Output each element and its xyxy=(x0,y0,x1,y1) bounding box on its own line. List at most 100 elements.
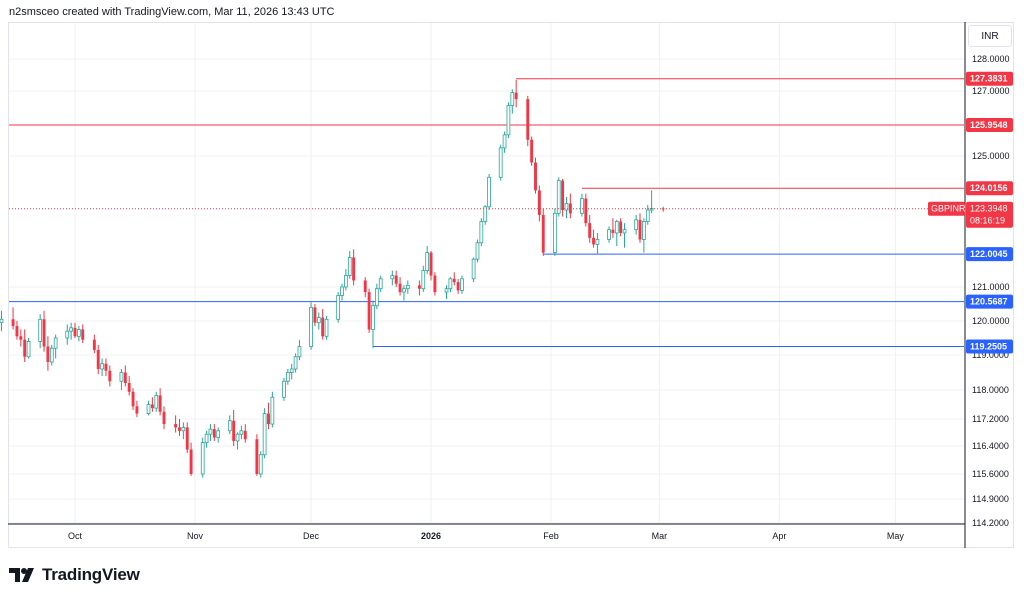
price-tick-label: 114.9000 xyxy=(972,494,1009,504)
candle-body xyxy=(0,318,4,324)
candle-body xyxy=(502,134,507,149)
candle xyxy=(185,422,189,453)
candle xyxy=(309,302,313,350)
currency-selector[interactable]: INR xyxy=(968,25,1012,47)
price-axis[interactable]: 128.0000 127.0000 125.0000 121.0000 120.0000… xyxy=(972,54,1010,528)
candle-body xyxy=(580,198,584,214)
level-price-label: 120.5687 xyxy=(970,297,1008,307)
time-tick-label: Feb xyxy=(543,531,559,541)
price-tick-label: 118.0000 xyxy=(972,385,1009,395)
candle-body xyxy=(46,346,50,362)
candle xyxy=(208,424,213,441)
candle xyxy=(541,208,545,256)
candle xyxy=(390,270,395,286)
candle xyxy=(77,326,81,342)
candle xyxy=(444,285,449,299)
time-tick-label: Mar xyxy=(652,531,668,541)
candle xyxy=(282,377,286,401)
symbol-name: GBPINR xyxy=(931,204,966,214)
candle xyxy=(92,334,96,354)
candle-body xyxy=(479,221,484,244)
candle-body xyxy=(232,420,236,441)
candle-body xyxy=(235,433,240,442)
time-tick-label: Dec xyxy=(303,531,320,541)
level-price-label: 127.3831 xyxy=(970,74,1008,84)
candle xyxy=(293,353,298,373)
chart-area[interactable] xyxy=(8,22,1014,548)
candle-body xyxy=(19,336,23,340)
candle xyxy=(204,430,209,448)
candle xyxy=(371,300,375,349)
level-labels: 127.3831 125.9548 124.0156 122.0045 120.5687… xyxy=(966,71,1013,354)
last-price-tag xyxy=(966,201,1013,228)
candle-body xyxy=(293,356,298,370)
candle-body xyxy=(204,433,209,444)
candle-body xyxy=(498,147,503,178)
candle-body xyxy=(363,280,367,293)
candle xyxy=(65,324,70,345)
bar-countdown: 08:16:19 xyxy=(970,216,1005,226)
candle xyxy=(49,344,54,366)
candle-body xyxy=(614,221,619,234)
time-tick-label: Apr xyxy=(772,531,786,541)
tradingview-brand[interactable]: TradingView xyxy=(9,565,140,585)
candle-body xyxy=(398,283,402,293)
candle xyxy=(146,400,151,416)
candle xyxy=(584,193,588,227)
level-price-label: 122.0045 xyxy=(970,249,1008,259)
candle xyxy=(11,307,15,330)
time-tick-label: Oct xyxy=(68,531,83,541)
candle-body xyxy=(456,282,460,291)
candle xyxy=(313,304,317,327)
price-tick-label: 125.0000 xyxy=(972,151,1010,161)
candle xyxy=(595,232,600,255)
time-tick-label: May xyxy=(887,531,905,541)
candle xyxy=(336,292,341,323)
candle xyxy=(316,312,321,330)
candle xyxy=(483,205,488,225)
candle xyxy=(429,250,433,281)
candle-body xyxy=(65,330,70,339)
candle xyxy=(642,218,646,253)
candle-body xyxy=(429,252,433,276)
candle-body xyxy=(282,380,286,398)
symbol-tag xyxy=(928,201,965,216)
candle-body xyxy=(344,275,348,288)
candle-body xyxy=(174,424,178,428)
candle xyxy=(537,185,541,222)
time-axis[interactable]: Oct Nov Dec 2026 Feb Mar Apr May xyxy=(68,531,904,541)
candle xyxy=(243,424,247,443)
candle-body xyxy=(394,275,398,284)
candle-body xyxy=(556,180,561,214)
candle xyxy=(135,400,139,418)
candle-body xyxy=(510,92,515,107)
candle xyxy=(23,329,27,362)
candle xyxy=(506,102,511,139)
candle xyxy=(530,136,534,166)
candle-body xyxy=(595,239,600,245)
candle xyxy=(421,265,426,293)
candle-body xyxy=(378,278,383,290)
candle-body xyxy=(38,318,43,342)
candle-body xyxy=(258,454,263,475)
candle-body xyxy=(178,427,181,431)
candle-body xyxy=(81,329,85,340)
candle-body xyxy=(460,278,464,291)
last-price-label: 123.3948 xyxy=(970,204,1008,214)
candle-body xyxy=(216,430,221,438)
candle xyxy=(216,427,221,443)
candle xyxy=(619,218,623,237)
candle-body xyxy=(11,319,15,327)
time-tick-label: Nov xyxy=(187,531,204,541)
candle-body xyxy=(321,317,325,337)
candle-body xyxy=(313,307,317,323)
candle xyxy=(212,424,216,441)
candle xyxy=(255,434,259,476)
candle xyxy=(239,425,244,440)
candle-body xyxy=(417,285,421,289)
candle-body xyxy=(642,221,646,240)
candle-body xyxy=(506,105,511,136)
candle xyxy=(104,358,108,376)
candle xyxy=(267,402,270,430)
